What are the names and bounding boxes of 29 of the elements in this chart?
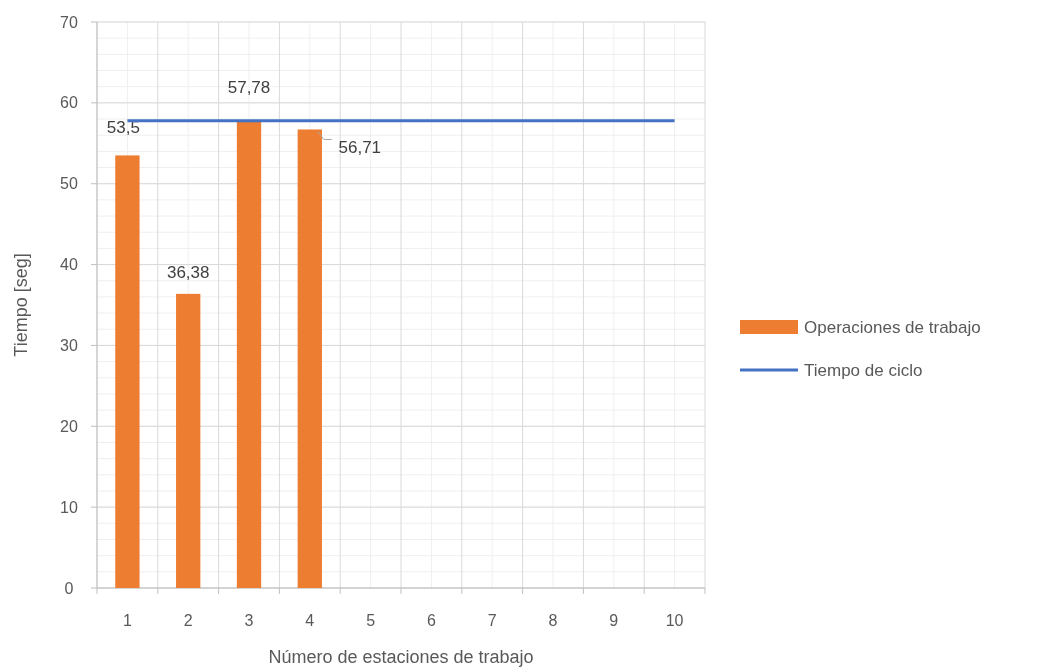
y-tick-label: 60 (60, 94, 78, 112)
y-axis-title: Tiempo [seg] (11, 253, 31, 357)
y-tick-label: 10 (60, 498, 78, 516)
x-tick-label: 1 (122, 612, 132, 629)
x-tick-label: 10 (665, 612, 684, 629)
legend-label: Operaciones de trabajo (804, 317, 981, 337)
bar (236, 120, 262, 588)
data-label: 36,38 (166, 262, 210, 282)
data-label: 56,71 (338, 138, 382, 158)
bar (297, 129, 322, 588)
y-tick-label: 20 (60, 417, 78, 435)
x-tick-label: 5 (366, 612, 376, 629)
x-tick-label: 8 (548, 612, 558, 629)
x-tick-label: 3 (244, 612, 254, 629)
x-tick-label: 2 (183, 612, 193, 629)
y-tick-label: 0 (64, 579, 74, 597)
x-tick-label: 7 (487, 612, 497, 629)
legend-label: Tiempo de ciclo (804, 360, 923, 380)
data-label: 57,78 (227, 77, 271, 97)
y-tick-label: 50 (60, 175, 78, 193)
y-tick-label: 70 (60, 13, 78, 31)
x-tick-label: 4 (305, 612, 315, 629)
bar (115, 155, 140, 588)
x-tick-label: 6 (426, 612, 436, 629)
x-tick-label: 9 (609, 612, 619, 629)
bar (176, 293, 201, 588)
y-tick-label: 40 (60, 256, 78, 274)
y-tick-label: 30 (60, 337, 78, 355)
x-axis-title: Número de estaciones de trabajo (268, 647, 534, 667)
